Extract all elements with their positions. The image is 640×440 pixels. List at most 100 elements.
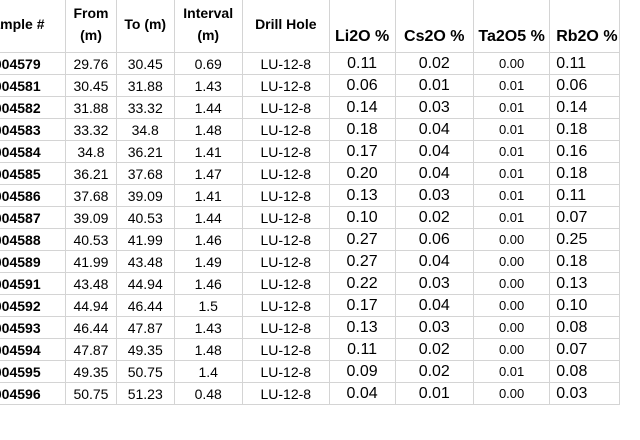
cell-cs2o[interactable]: 0.02 [394,360,475,383]
cell-ta2o5[interactable]: 0.01 [473,206,551,229]
cell-to[interactable]: 37.68 [115,162,175,185]
cell-interval[interactable]: 1.48 [173,118,243,141]
cell-from[interactable]: 33.32 [65,118,117,141]
cell-ta2o5[interactable]: 0.01 [473,96,551,119]
cell-cs2o[interactable]: 0.04 [394,250,475,273]
cell-interval[interactable]: 1.43 [173,316,243,339]
cell-cs2o[interactable]: 0.02 [394,206,475,229]
cell-rb2o[interactable]: 0.13 [549,272,620,295]
cell-rb2o[interactable]: 0.06 [549,74,620,97]
cell-drill-hole[interactable]: LU-12-8 [241,316,330,339]
cell-cs2o[interactable]: 0.02 [394,338,475,361]
cell-from[interactable]: 43.48 [65,272,117,295]
cell-from[interactable]: 41.99 [65,250,117,273]
cell-ta2o5[interactable]: 0.00 [473,228,551,251]
cell-li2o[interactable]: 0.10 [328,206,396,229]
col-header-interval[interactable]: Interval (m) [173,0,243,53]
cell-ta2o5[interactable]: 0.01 [473,118,551,141]
cell-sample[interactable]: G004594 [0,338,66,361]
cell-interval[interactable]: 1.5 [173,294,243,317]
cell-li2o[interactable]: 0.27 [328,250,396,273]
cell-ta2o5[interactable]: 0.01 [473,360,551,383]
cell-rb2o[interactable]: 0.08 [549,316,620,339]
cell-li2o[interactable]: 0.17 [328,140,396,163]
cell-sample[interactable]: G004595 [0,360,66,383]
cell-from[interactable]: 50.75 [65,382,117,405]
cell-to[interactable]: 51.23 [115,382,175,405]
cell-ta2o5[interactable]: 0.00 [473,382,551,405]
cell-ta2o5[interactable]: 0.00 [473,338,551,361]
cell-from[interactable]: 49.35 [65,360,117,383]
cell-li2o[interactable]: 0.13 [328,316,396,339]
cell-drill-hole[interactable]: LU-12-8 [241,360,330,383]
cell-from[interactable]: 44.94 [65,294,117,317]
cell-rb2o[interactable]: 0.18 [549,162,620,185]
cell-drill-hole[interactable]: LU-12-8 [241,250,330,273]
cell-li2o[interactable]: 0.13 [328,184,396,207]
cell-interval[interactable]: 1.44 [173,96,243,119]
cell-li2o[interactable]: 0.11 [328,52,396,75]
cell-li2o[interactable]: 0.11 [328,338,396,361]
cell-sample[interactable]: G004581 [0,74,66,97]
cell-cs2o[interactable]: 0.04 [394,140,475,163]
cell-drill-hole[interactable]: LU-12-8 [241,52,330,75]
cell-ta2o5[interactable]: 0.00 [473,316,551,339]
cell-from[interactable]: 29.76 [65,52,117,75]
cell-rb2o[interactable]: 0.03 [549,382,620,405]
cell-interval[interactable]: 0.69 [173,52,243,75]
cell-drill-hole[interactable]: LU-12-8 [241,272,330,295]
cell-sample[interactable]: G004579 [0,52,66,75]
cell-from[interactable]: 39.09 [65,206,117,229]
cell-li2o[interactable]: 0.22 [328,272,396,295]
cell-li2o[interactable]: 0.09 [328,360,396,383]
cell-li2o[interactable]: 0.14 [328,96,396,119]
col-header-from[interactable]: From (m) [65,0,117,53]
cell-interval[interactable]: 1.49 [173,250,243,273]
cell-ta2o5[interactable]: 0.01 [473,74,551,97]
cell-drill-hole[interactable]: LU-12-8 [241,118,330,141]
cell-cs2o[interactable]: 0.03 [394,316,475,339]
cell-drill-hole[interactable]: LU-12-8 [241,140,330,163]
cell-drill-hole[interactable]: LU-12-8 [241,206,330,229]
cell-rb2o[interactable]: 0.10 [549,294,620,317]
col-header-drill-hole[interactable]: Drill Hole [241,0,330,53]
col-header-sample[interactable]: Sample # [0,0,66,53]
cell-li2o[interactable]: 0.17 [328,294,396,317]
cell-interval[interactable]: 1.47 [173,162,243,185]
cell-rb2o[interactable]: 0.25 [549,228,620,251]
cell-interval[interactable]: 1.46 [173,272,243,295]
cell-ta2o5[interactable]: 0.00 [473,294,551,317]
cell-to[interactable]: 40.53 [115,206,175,229]
cell-interval[interactable]: 1.41 [173,184,243,207]
cell-from[interactable]: 47.87 [65,338,117,361]
cell-from[interactable]: 37.68 [65,184,117,207]
cell-interval[interactable]: 1.48 [173,338,243,361]
cell-sample[interactable]: G004593 [0,316,66,339]
cell-cs2o[interactable]: 0.04 [394,294,475,317]
cell-rb2o[interactable]: 0.14 [549,96,620,119]
cell-from[interactable]: 30.45 [65,74,117,97]
cell-to[interactable]: 50.75 [115,360,175,383]
cell-to[interactable]: 49.35 [115,338,175,361]
cell-rb2o[interactable]: 0.08 [549,360,620,383]
cell-ta2o5[interactable]: 0.01 [473,162,551,185]
cell-cs2o[interactable]: 0.04 [394,162,475,185]
col-header-ta2o5[interactable]: Ta2O5 % [473,0,551,53]
cell-li2o[interactable]: 0.06 [328,74,396,97]
cell-interval[interactable]: 1.41 [173,140,243,163]
cell-rb2o[interactable]: 0.11 [549,184,620,207]
cell-cs2o[interactable]: 0.06 [394,228,475,251]
cell-sample[interactable]: G004582 [0,96,66,119]
cell-from[interactable]: 31.88 [65,96,117,119]
cell-interval[interactable]: 0.48 [173,382,243,405]
cell-interval[interactable]: 1.44 [173,206,243,229]
cell-to[interactable]: 46.44 [115,294,175,317]
col-header-rb2o[interactable]: Rb2O % [549,0,620,53]
cell-drill-hole[interactable]: LU-12-8 [241,74,330,97]
cell-to[interactable]: 30.45 [115,52,175,75]
cell-cs2o[interactable]: 0.04 [394,118,475,141]
cell-cs2o[interactable]: 0.03 [394,184,475,207]
cell-ta2o5[interactable]: 0.01 [473,184,551,207]
cell-drill-hole[interactable]: LU-12-8 [241,294,330,317]
cell-drill-hole[interactable]: LU-12-8 [241,184,330,207]
